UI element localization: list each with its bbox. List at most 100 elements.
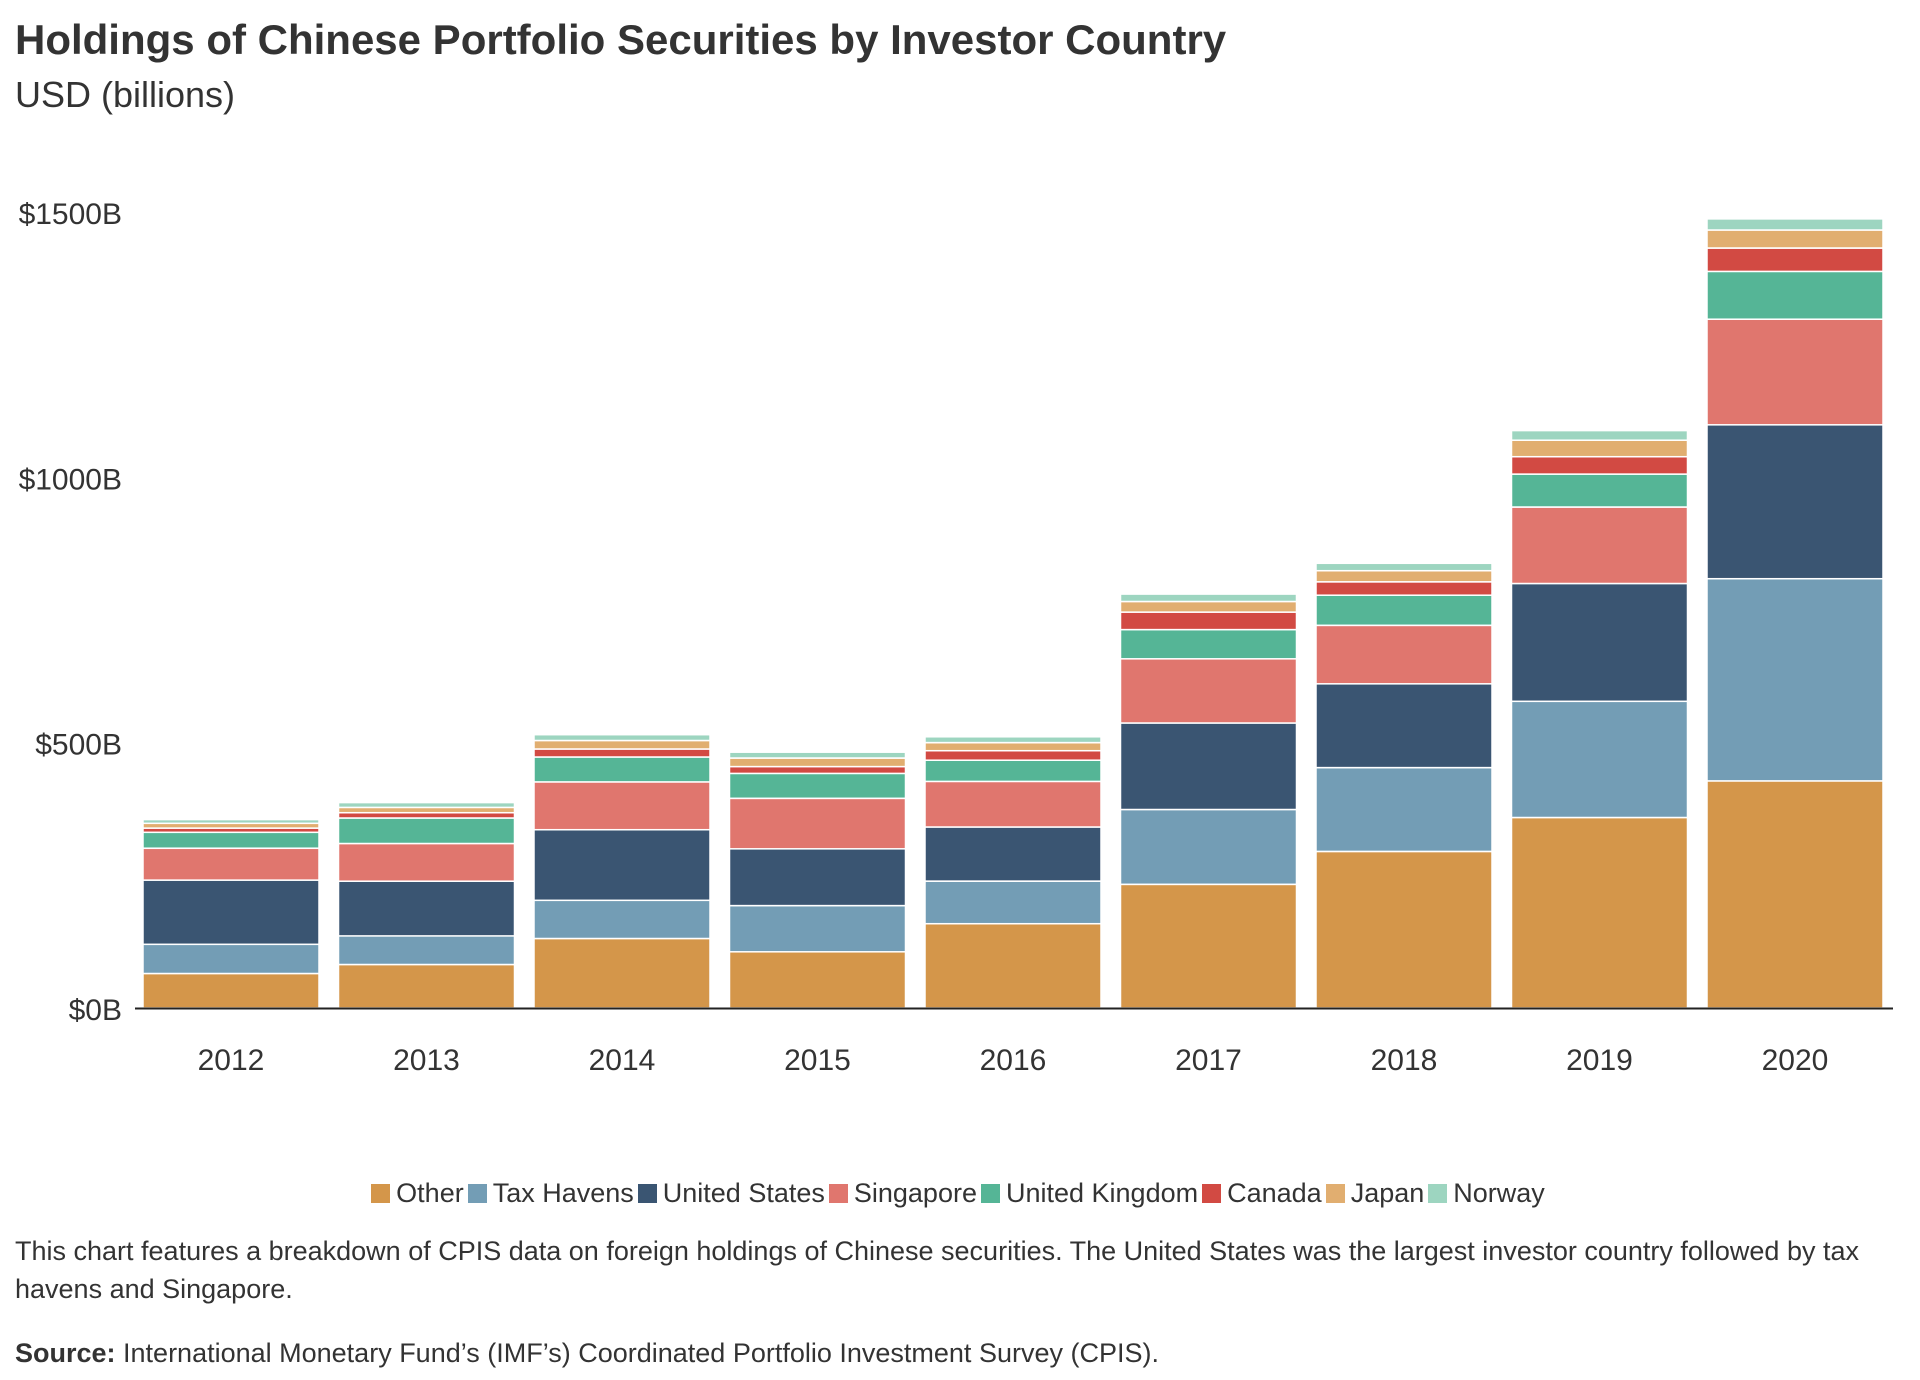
y-tick-label: $1000B — [19, 463, 122, 496]
bar-segment-united-kingdom-2014 — [533, 756, 711, 783]
chart-subtitle: USD (billions) — [15, 74, 236, 115]
bar-segment-tax-havens-2016 — [924, 880, 1102, 925]
bar-segment-united-states-2016 — [924, 826, 1102, 882]
bar-segment-other-2019 — [1510, 816, 1689, 1009]
bar-segment-norway-2020 — [1706, 218, 1884, 231]
source-note: Source: International Monetary Fund’s (I… — [15, 1338, 1159, 1369]
bar-segment-united-kingdom-2015 — [728, 772, 907, 800]
legend-item-tax-havens: Tax Havens — [467, 1178, 634, 1209]
bar-segment-united-states-2020 — [1706, 424, 1884, 580]
legend-swatch — [1325, 1184, 1345, 1203]
bar-segment-singapore-2017 — [1119, 658, 1298, 724]
legend-label: Singapore — [853, 1178, 977, 1208]
bar-segment-singapore-2018 — [1315, 624, 1493, 685]
x-tick-label: 2013 — [393, 1044, 460, 1077]
bar-segment-norway-2018 — [1315, 562, 1493, 572]
bar-segment-tax-havens-2018 — [1315, 766, 1493, 853]
bar-segment-united-states-2015 — [728, 848, 907, 907]
bar-segment-other-2012 — [142, 972, 320, 1009]
legend-item-canada: Canada — [1202, 1178, 1322, 1209]
bar-segment-tax-havens-2014 — [533, 899, 711, 940]
y-tick-label: $500B — [35, 729, 122, 762]
bar-segment-tax-havens-2017 — [1119, 808, 1298, 886]
bar-segment-canada-2018 — [1315, 581, 1493, 596]
legend-item-japan: Japan — [1325, 1178, 1425, 1209]
legend-label: Canada — [1227, 1178, 1322, 1208]
bar-segment-canada-2019 — [1510, 455, 1689, 475]
bar-segment-other-2014 — [533, 937, 711, 1009]
bar-segment-united-states-2017 — [1119, 722, 1298, 811]
bar-segment-united-kingdom-2017 — [1119, 628, 1298, 660]
stacked-bar-chart: $0B $500B $1000B $1500B 2012 2013 2014 2015 2016… — [19, 198, 1893, 1077]
legend-label: Japan — [1350, 1178, 1425, 1208]
bar-segment-united-kingdom-2013 — [337, 817, 516, 845]
legend-item-norway: Norway — [1428, 1178, 1545, 1209]
legend-label: Norway — [1453, 1178, 1545, 1208]
chart-legend: Other Tax Havens United States Singapore Uni… — [0, 1178, 1920, 1209]
bar-segment-singapore-2013 — [337, 842, 516, 882]
y-tick-label: $1500B — [19, 198, 122, 231]
bar-segment-tax-havens-2015 — [728, 904, 907, 953]
bar-segment-canada-2017 — [1119, 611, 1298, 631]
bar-segment-canada-2020 — [1706, 247, 1884, 273]
legend-swatch — [980, 1184, 1000, 1203]
bar-segment-united-states-2013 — [337, 880, 516, 937]
bar-segment-united-states-2019 — [1510, 582, 1689, 703]
bar-segment-norway-2015 — [728, 751, 907, 759]
bar-segment-united-states-2018 — [1315, 683, 1493, 769]
x-tick-label: 2019 — [1566, 1044, 1633, 1077]
x-tick-label: 2017 — [1175, 1044, 1242, 1077]
bar-segment-norway-2019 — [1510, 429, 1689, 441]
x-tick-label: 2015 — [784, 1044, 851, 1077]
bar-segment-united-kingdom-2016 — [924, 759, 1102, 783]
bar-segment-canada-2015 — [728, 765, 907, 775]
legend-swatch — [467, 1184, 487, 1203]
legend-swatch — [371, 1184, 391, 1203]
bar-segment-norway-2017 — [1119, 593, 1298, 603]
x-tick-label: 2020 — [1762, 1044, 1829, 1077]
bar-segment-japan-2013 — [337, 806, 516, 814]
source-text: International Monetary Fund’s (IMF’s) Co… — [115, 1338, 1159, 1368]
x-tick-label: 2018 — [1371, 1044, 1438, 1077]
bar-segment-japan-2017 — [1119, 600, 1298, 613]
bar-segment-canada-2016 — [924, 749, 1102, 761]
x-tick-label: 2016 — [980, 1044, 1047, 1077]
bar-segment-united-kingdom-2018 — [1315, 594, 1493, 627]
bar-segment-norway-2016 — [924, 736, 1102, 744]
bar-segment-norway-2013 — [337, 801, 516, 809]
legend-label: Tax Havens — [492, 1178, 634, 1208]
bar-segment-tax-havens-2012 — [142, 943, 320, 975]
bar-segment-tax-havens-2013 — [337, 935, 516, 966]
legend-item-united-kingdom: United Kingdom — [980, 1178, 1199, 1209]
x-tick-label: 2012 — [198, 1044, 265, 1077]
bar-segment-singapore-2012 — [142, 847, 320, 881]
bar-segment-tax-havens-2019 — [1510, 700, 1689, 819]
bar-segment-other-2013 — [337, 963, 516, 1009]
legend-label: United Kingdom — [1005, 1178, 1199, 1208]
bar-segment-united-states-2012 — [142, 879, 320, 946]
bar-segment-united-states-2014 — [533, 828, 711, 902]
bar-segment-united-kingdom-2019 — [1510, 473, 1689, 508]
bar-segment-japan-2014 — [533, 739, 711, 750]
legend-item-united-states: United States — [637, 1178, 825, 1209]
legend-label: Other — [396, 1178, 464, 1208]
bar-segment-singapore-2020 — [1706, 318, 1884, 426]
bar-segment-canada-2013 — [337, 811, 516, 819]
bar-segment-japan-2020 — [1706, 229, 1884, 249]
bar-segment-other-2018 — [1315, 850, 1493, 1009]
bar-segment-united-kingdom-2020 — [1706, 270, 1884, 320]
bar-segment-singapore-2014 — [533, 781, 711, 831]
legend-swatch — [828, 1184, 848, 1203]
legend-item-singapore: Singapore — [828, 1178, 977, 1209]
bar-segment-japan-2018 — [1315, 569, 1493, 583]
legend-swatch — [637, 1184, 657, 1203]
bar-segment-united-kingdom-2012 — [142, 831, 320, 849]
bar-segment-japan-2019 — [1510, 439, 1689, 458]
source-label: Source: — [15, 1338, 116, 1368]
bar-segment-singapore-2019 — [1510, 506, 1689, 585]
bar-segment-singapore-2015 — [728, 797, 907, 850]
bar-segment-canada-2014 — [533, 748, 711, 758]
y-tick-label: $0B — [69, 994, 122, 1027]
legend-swatch — [1428, 1184, 1448, 1203]
bar-segment-norway-2014 — [533, 733, 711, 742]
